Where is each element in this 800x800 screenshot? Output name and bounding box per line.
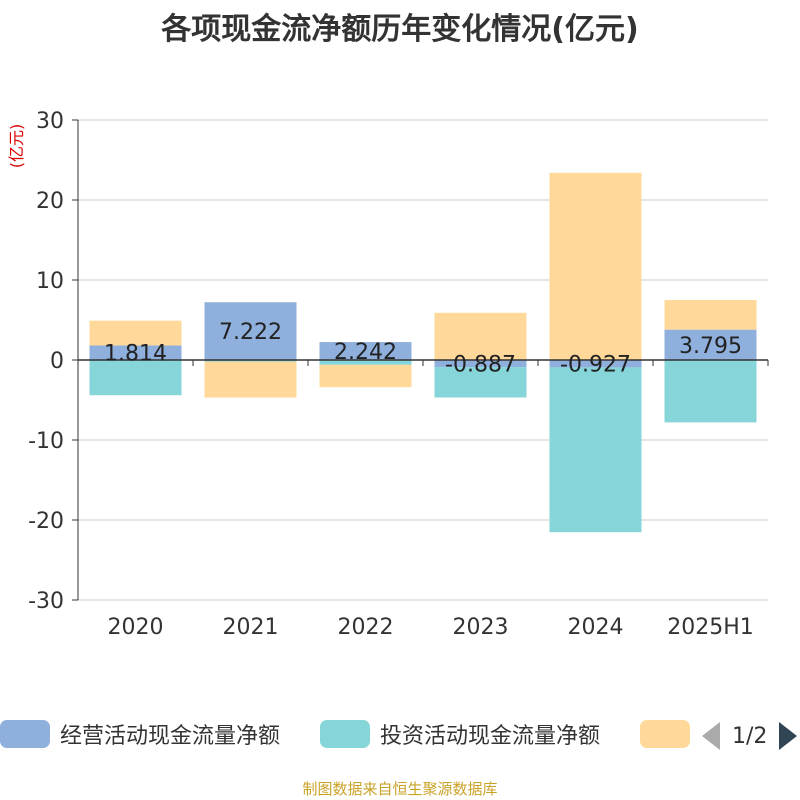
legend-pager: 1/2 — [702, 720, 798, 752]
bar-2022-series-0 — [319, 342, 412, 360]
legend-label-investing: 投资活动现金流量净额 — [380, 724, 601, 749]
bar-2020-series-1 — [89, 360, 182, 396]
bar-2023-series-1 — [434, 367, 527, 398]
bar-chart: 30 20 10 0 -10 -20 -30 (亿元) 1.814 7.222 2.242 -0.88… — [7, 109, 769, 640]
data-label: 2.242 — [334, 340, 397, 365]
legend: 经营活动现金流量净额 投资活动现金流量净额 1/2 — [0, 716, 800, 756]
bar-2025H1-series-0 — [664, 329, 757, 360]
bar-2022-series-1 — [319, 360, 412, 365]
bar-2025H1-series-1 — [664, 360, 757, 423]
legend-item-investing[interactable]: 投资活动现金流量净额 — [320, 716, 600, 752]
data-label: -0.927 — [560, 353, 631, 378]
bar-2023-series-2 — [434, 312, 527, 360]
bar-2024-series-0 — [549, 360, 642, 368]
x-tick-label: 2023 — [453, 615, 509, 640]
x-tick-label: 2025H1 — [667, 615, 754, 640]
y-tick-label: 20 — [36, 189, 64, 214]
bar-2020-series-2 — [89, 320, 182, 346]
x-tick-label: 2022 — [338, 615, 394, 640]
x-tick-label: 2024 — [568, 615, 624, 640]
pager-prev-icon[interactable] — [702, 722, 720, 750]
y-tick-label: 10 — [36, 269, 64, 294]
data-label: 1.814 — [104, 342, 167, 367]
bar-2025H1-series-2 — [664, 300, 757, 330]
y-tick-label: -20 — [28, 509, 64, 534]
legend-swatch-financing — [640, 720, 690, 748]
y-tick-label: 30 — [36, 109, 64, 134]
pager-text: 1/2 — [732, 723, 768, 749]
bar-2021-series-1 — [204, 360, 297, 362]
bar-2022-series-2 — [319, 364, 412, 388]
data-label: -0.887 — [445, 353, 516, 378]
bar-2021-series-0 — [204, 302, 297, 360]
legend-label-operating: 经营活动现金流量净额 — [60, 724, 281, 749]
x-tick-label: 2020 — [108, 615, 164, 640]
legend-item-financing[interactable] — [640, 716, 700, 752]
y-axis-unit-label: (亿元) — [7, 124, 26, 169]
data-label: 3.795 — [679, 334, 742, 359]
legend-swatch-investing — [320, 720, 370, 748]
y-tick-label: -10 — [28, 429, 64, 454]
y-tick-label: 0 — [50, 349, 64, 374]
bar-2023-series-0 — [434, 360, 527, 368]
chart-title: 各项现金流净额历年变化情况(亿元) — [161, 12, 639, 47]
bar-2024-series-1 — [549, 367, 642, 533]
legend-swatch-operating — [0, 720, 50, 748]
pager-next-icon[interactable] — [779, 722, 798, 750]
legend-item-operating[interactable]: 经营活动现金流量净额 — [0, 716, 280, 752]
bar-2021-series-2 — [204, 361, 297, 398]
data-label: 7.222 — [219, 320, 282, 345]
bar-2024-series-2 — [549, 172, 642, 360]
y-tick-label: -30 — [28, 589, 64, 614]
x-tick-label: 2021 — [223, 615, 279, 640]
source-footer: 制图数据来自恒生聚源数据库 — [302, 780, 498, 798]
bar-2020-series-0 — [89, 345, 182, 360]
